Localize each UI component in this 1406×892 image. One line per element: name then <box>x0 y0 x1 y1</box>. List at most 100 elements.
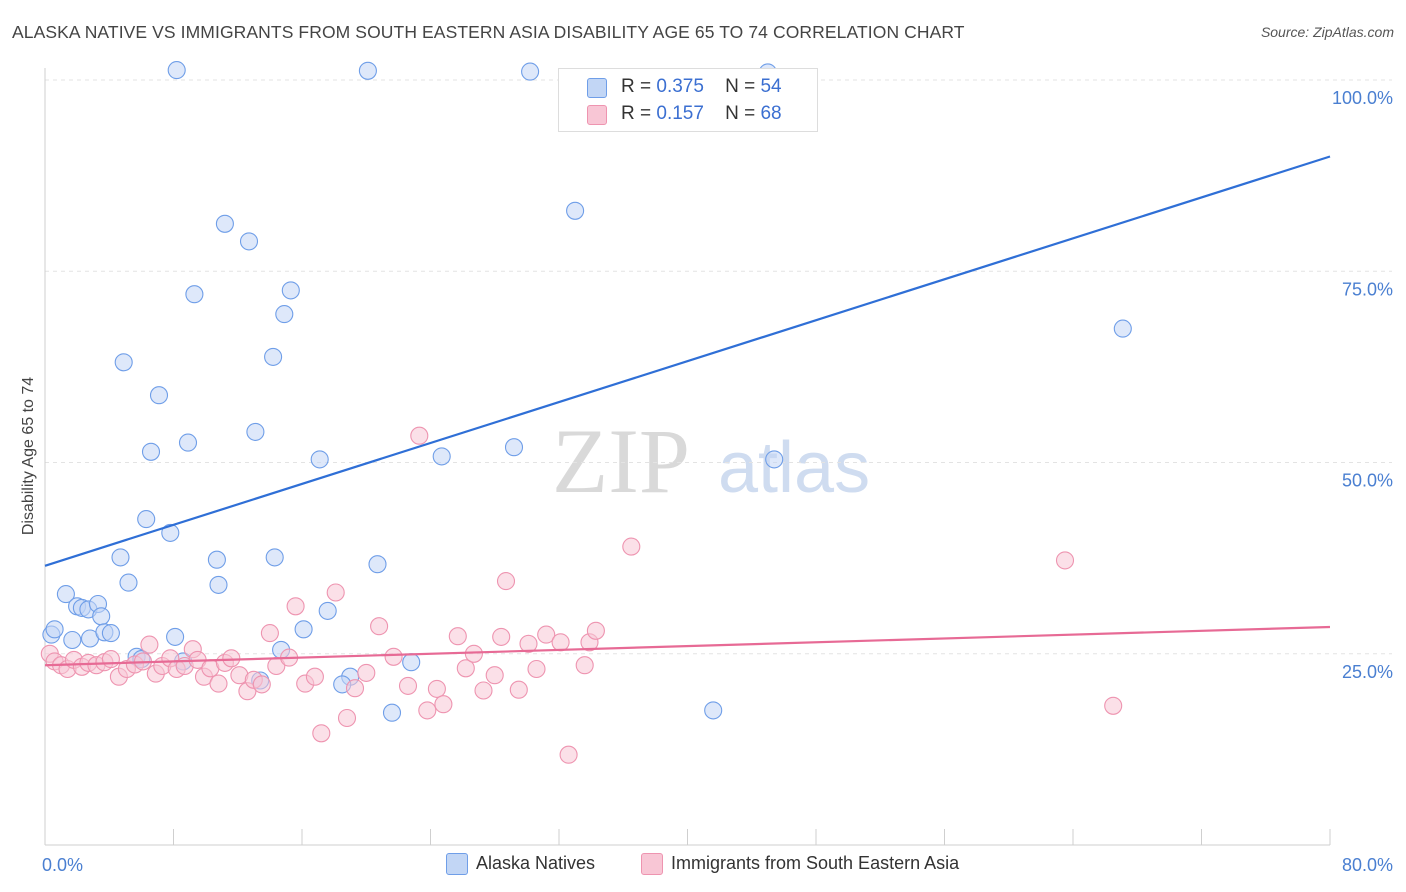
alaska-native-point <box>111 548 130 567</box>
alaska-native-point <box>167 61 186 80</box>
series-swatch-alaska-natives <box>446 853 468 875</box>
alaska-native-point <box>358 61 377 80</box>
immigrant-point <box>101 650 120 669</box>
immigrant-point <box>575 656 594 675</box>
alaska-native-point <box>207 550 226 569</box>
alaska-native-point <box>161 523 180 542</box>
immigrant-point <box>551 633 570 652</box>
y-tick-label: 100.0% <box>1332 88 1393 108</box>
n-label: N = <box>725 103 756 124</box>
immigrant-point <box>448 627 467 646</box>
immigrant-point <box>586 621 605 640</box>
immigrant-point <box>527 659 546 679</box>
alaska-native-point <box>149 386 169 405</box>
immigrant-point <box>345 679 365 698</box>
watermark-atlas: atlas <box>718 428 870 508</box>
immigrant-point <box>427 679 446 698</box>
chart-title: ALASKA NATIVE VS IMMIGRANTS FROM SOUTH E… <box>12 22 965 42</box>
immigrant-point <box>312 724 331 743</box>
immigrant-point <box>509 680 528 699</box>
alaska-native-point <box>281 281 300 300</box>
alaska-native-point <box>1113 319 1132 338</box>
r-label: R = <box>621 103 652 124</box>
alaska-native-point <box>264 347 283 366</box>
immigrant-point <box>559 745 578 764</box>
alaska-native-point <box>119 573 138 592</box>
immigrant-point <box>209 674 228 693</box>
x-tick-label: 80.0% <box>1342 855 1393 875</box>
alaska-native-point <box>704 701 723 720</box>
immigrant-point <box>305 667 324 686</box>
immigrant-point <box>140 635 159 654</box>
legend-stats-immigrants: R = 0.157 N = 68 <box>621 103 782 125</box>
legend-swatch-immigrants <box>587 105 607 125</box>
r-value: 0.157 <box>656 103 704 124</box>
alaska-native-point <box>215 214 234 233</box>
alaska-native-point <box>402 653 421 672</box>
immigrant-point <box>622 537 641 556</box>
immigrant-point <box>252 675 271 694</box>
immigrant-point <box>260 624 279 643</box>
immigrant-point <box>456 659 475 678</box>
alaska-native-point <box>504 438 524 457</box>
immigrant-point <box>1055 551 1075 570</box>
alaska-natives-points <box>42 61 1132 722</box>
alaska-native-point <box>310 450 329 469</box>
alaska-native-point <box>178 433 198 452</box>
alaska-native-point <box>92 607 111 626</box>
immigrant-point <box>474 681 493 700</box>
trend-lines <box>44 155 1331 667</box>
immigrant-point <box>496 572 516 591</box>
immigrant-point <box>410 426 429 445</box>
alaska-native-point <box>521 62 540 81</box>
immigrant-point <box>370 617 389 636</box>
watermark-zip: ZIP <box>552 410 690 512</box>
alaska-native-point <box>294 620 313 639</box>
alaska-native-point <box>368 555 387 574</box>
n-value: 68 <box>760 103 782 124</box>
alaska-native-point <box>246 422 265 441</box>
y-tick-label: 75.0% <box>1342 279 1393 299</box>
series-name-alaska-natives: Alaska Natives <box>476 853 596 873</box>
n-value: 54 <box>760 76 782 97</box>
series-swatch-immigrants <box>641 853 663 875</box>
immigrant-point <box>492 627 511 646</box>
alaska-native-point <box>101 624 120 643</box>
alaska-native-point <box>45 620 64 639</box>
immigrant-point <box>357 663 376 682</box>
alaska-native-point <box>382 703 402 722</box>
correlation-legend: R = 0.375 N = 54 R = 0.157 N = 68 <box>558 68 818 132</box>
immigrant-point <box>418 701 437 720</box>
alaska-native-point <box>209 575 228 594</box>
y-tick-labels: 25.0% 50.0% 75.0% 100.0% <box>1332 88 1393 682</box>
immigrant-point <box>326 583 345 602</box>
immigrant-point <box>1104 696 1123 715</box>
alaska-native-point <box>137 510 156 529</box>
alaska-native-point <box>566 201 585 220</box>
immigrant-point <box>337 708 357 728</box>
immigrant-point <box>222 649 241 668</box>
alaska-native-point <box>432 447 451 466</box>
x-tick-label: 0.0% <box>42 855 83 875</box>
alaska-native-point <box>765 450 784 469</box>
alaska-native-point <box>63 630 82 650</box>
alaska-native-point <box>56 585 75 604</box>
x-tick-labels: 0.0% 80.0% <box>42 855 1393 875</box>
alaska-native-point <box>114 353 133 372</box>
series-name-immigrants: Immigrants from South Eastern Asia <box>671 853 960 873</box>
alaska-native-point <box>239 232 259 251</box>
immigrant-point <box>519 634 538 653</box>
legend-swatch-alaska-natives <box>587 78 607 98</box>
y-axis-label: Disability Age 65 to 74 <box>20 377 37 535</box>
immigrants-trend-line <box>44 625 1331 667</box>
alaska-native-point <box>275 305 294 324</box>
immigrant-point <box>286 597 305 616</box>
alaska-native-point <box>265 548 284 567</box>
alaska-natives-trend-line <box>44 155 1331 567</box>
alaska-native-point <box>318 601 337 620</box>
alaska-native-point <box>141 442 161 461</box>
watermark: ZIP atlas <box>552 410 870 512</box>
immigrant-point <box>464 644 483 663</box>
alaska-native-point <box>185 285 204 304</box>
